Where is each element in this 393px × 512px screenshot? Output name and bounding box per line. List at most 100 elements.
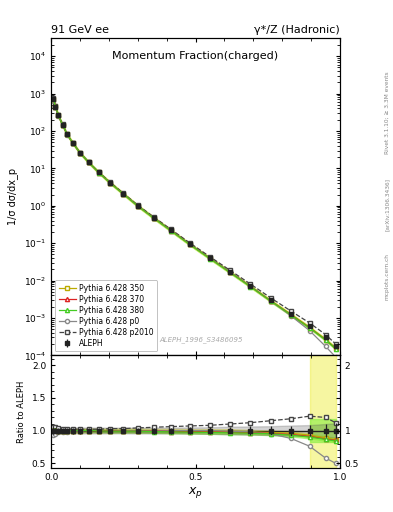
Pythia 6.428 370 [228,269,233,275]
Line: Pythia 6.428 p2010: Pythia 6.428 p2010 [51,96,338,346]
Pythia 6.428 350 [333,345,338,351]
Pythia 6.428 p2010 [60,121,65,127]
Pythia 6.428 370 [56,113,61,119]
Pythia 6.428 p0 [70,140,75,146]
Text: mcplots.cern.ch: mcplots.cern.ch [385,253,389,300]
Pythia 6.428 370 [121,191,126,197]
Pythia 6.428 p0 [151,215,156,221]
Pythia 6.428 350 [187,241,192,247]
Pythia 6.428 370 [268,298,273,304]
Text: γ*/Z (Hadronic): γ*/Z (Hadronic) [254,25,340,35]
Line: Pythia 6.428 350: Pythia 6.428 350 [51,97,338,350]
Pythia 6.428 350 [53,103,58,110]
Text: 91 GeV ee: 91 GeV ee [51,25,109,35]
Pythia 6.428 p0 [228,269,233,275]
Pythia 6.428 p0 [121,190,126,197]
Pythia 6.428 p0 [333,354,338,360]
Pythia 6.428 350 [151,215,156,221]
Pythia 6.428 p2010 [323,331,328,337]
Pythia 6.428 p0 [323,343,328,349]
Y-axis label: Ratio to ALEPH: Ratio to ALEPH [17,381,26,443]
Pythia 6.428 380 [136,203,140,209]
Pythia 6.428 380 [169,228,173,234]
Pythia 6.428 350 [169,227,173,233]
Pythia 6.428 350 [228,269,233,275]
Pythia 6.428 370 [333,345,338,351]
Pythia 6.428 380 [51,96,56,102]
Pythia 6.428 p0 [187,241,192,247]
Pythia 6.428 380 [228,269,233,275]
Pythia 6.428 350 [208,255,212,261]
Pythia 6.428 p2010 [108,179,113,185]
Pythia 6.428 370 [323,337,328,343]
Pythia 6.428 350 [108,180,113,186]
Pythia 6.428 380 [70,140,75,146]
Pythia 6.428 370 [78,150,83,156]
Pythia 6.428 p2010 [56,112,61,118]
Pythia 6.428 p0 [64,132,69,138]
Pythia 6.428 350 [56,112,61,118]
Pythia 6.428 p0 [53,104,58,111]
Pythia 6.428 p0 [136,203,140,209]
Text: [arXiv:1306.3436]: [arXiv:1306.3436] [385,178,389,231]
Pythia 6.428 370 [108,180,113,186]
Pythia 6.428 370 [51,96,56,102]
Pythia 6.428 350 [307,324,312,330]
Pythia 6.428 370 [169,227,173,233]
Pythia 6.428 370 [64,131,69,137]
Pythia 6.428 350 [121,190,126,197]
Pythia 6.428 p2010 [208,254,212,260]
Pythia 6.428 370 [60,122,65,128]
Pythia 6.428 p2010 [169,226,173,232]
Pythia 6.428 350 [51,96,56,102]
Pythia 6.428 p0 [78,150,83,156]
Pythia 6.428 380 [208,255,212,262]
Pythia 6.428 p2010 [53,103,58,109]
Pythia 6.428 p0 [169,227,173,233]
Text: Rivet 3.1.10; ≥ 3.3M events: Rivet 3.1.10; ≥ 3.3M events [385,71,389,154]
Pythia 6.428 p2010 [248,281,253,287]
Pythia 6.428 380 [323,337,328,343]
Pythia 6.428 p0 [51,97,56,103]
Pythia 6.428 350 [136,203,140,209]
X-axis label: $x_p$: $x_p$ [188,485,203,500]
Pythia 6.428 380 [151,215,156,221]
Line: Pythia 6.428 370: Pythia 6.428 370 [51,97,338,351]
Pythia 6.428 p0 [108,180,113,186]
Pythia 6.428 350 [60,122,65,128]
Legend: Pythia 6.428 350, Pythia 6.428 370, Pythia 6.428 380, Pythia 6.428 p0, Pythia 6.: Pythia 6.428 350, Pythia 6.428 370, Pyth… [55,280,157,351]
Pythia 6.428 370 [86,159,91,165]
Pythia 6.428 370 [248,283,253,289]
Pythia 6.428 p2010 [268,295,273,301]
Pythia 6.428 350 [268,297,273,304]
Pythia 6.428 370 [70,140,75,146]
Pythia 6.428 380 [78,150,83,156]
Pythia 6.428 380 [86,159,91,165]
Pythia 6.428 350 [64,131,69,137]
Pythia 6.428 380 [96,169,101,176]
Pythia 6.428 p2010 [307,320,312,326]
Pythia 6.428 380 [307,325,312,331]
Line: Pythia 6.428 p0: Pythia 6.428 p0 [51,98,338,359]
Pythia 6.428 370 [96,169,101,176]
Pythia 6.428 370 [53,103,58,110]
Pythia 6.428 p2010 [228,267,233,273]
Pythia 6.428 p2010 [86,159,91,165]
Pythia 6.428 p0 [288,313,293,319]
Pythia 6.428 350 [70,140,75,146]
Pythia 6.428 370 [187,241,192,247]
Pythia 6.428 350 [96,169,101,176]
Pythia 6.428 p0 [56,113,61,119]
Pythia 6.428 p2010 [51,95,56,101]
Pythia 6.428 350 [86,159,91,165]
Pythia 6.428 p2010 [64,131,69,137]
Pythia 6.428 350 [78,150,83,156]
Pythia 6.428 p0 [268,298,273,304]
Pythia 6.428 p0 [96,169,101,176]
Pythia 6.428 380 [53,103,58,110]
Pythia 6.428 p2010 [78,150,83,156]
Pythia 6.428 p2010 [136,202,140,208]
Pythia 6.428 p2010 [151,214,156,220]
Pythia 6.428 p0 [307,328,312,334]
Pythia 6.428 p0 [86,159,91,165]
